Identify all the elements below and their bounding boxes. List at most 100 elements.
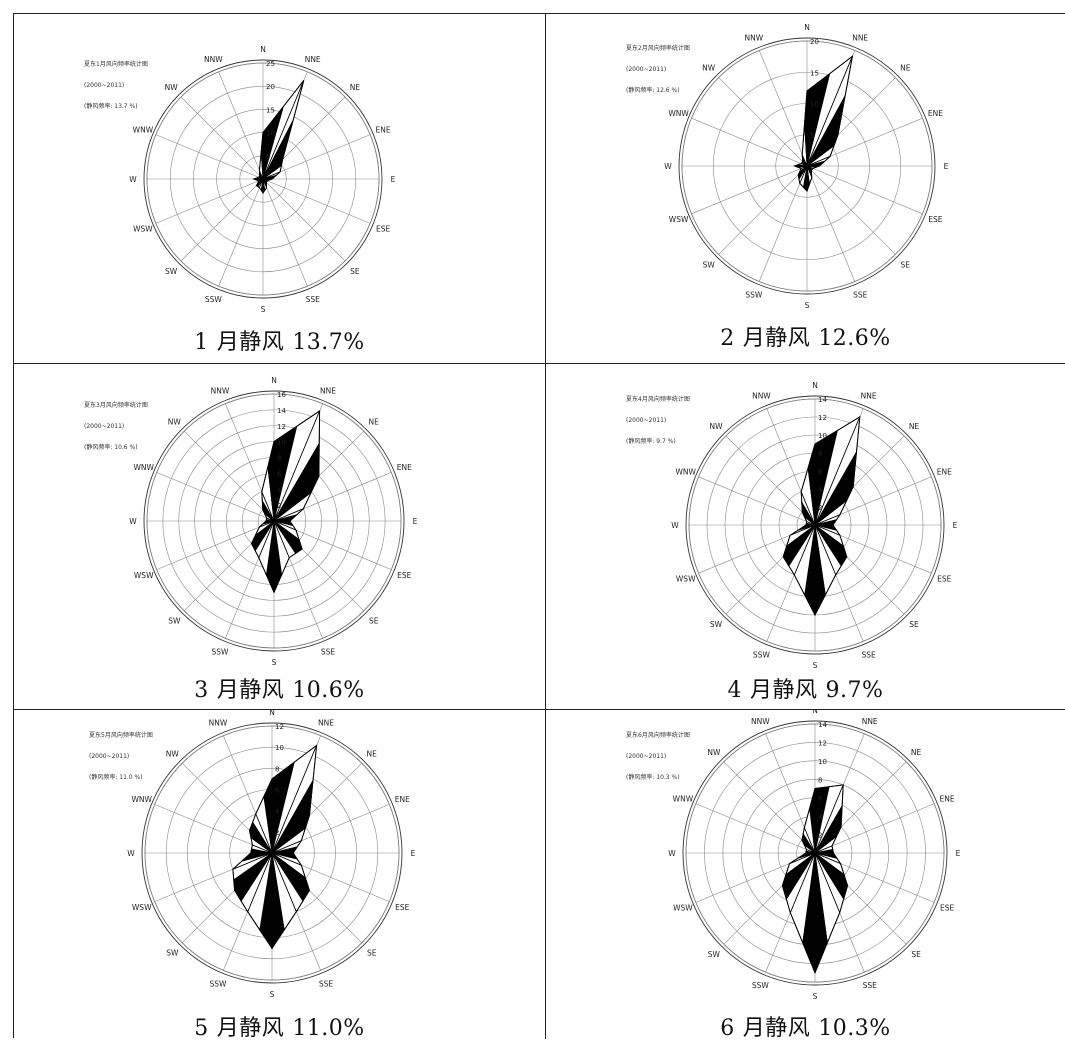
direction-label-nne: NNE	[320, 387, 336, 396]
rose-outline	[232, 744, 318, 950]
grid-spoke	[695, 803, 816, 854]
direction-label-sw: SW	[168, 617, 181, 626]
chart-calm: (静风频率: 12.6 %)	[626, 87, 680, 94]
radial-tick-label: 4	[818, 813, 823, 821]
direction-label-e: E	[956, 849, 961, 858]
wind-rose-feb: 20 15 10 5 N NNE NE ENE E ESE SE SSE S SSW SW WSW W WNW NW…	[664, 23, 948, 310]
chart-meta-feb: 夏东2月风向频率统计图 (2000~2011) (静风频率: 12.6 %)	[626, 31, 690, 108]
direction-label-nne: NNE	[862, 717, 878, 726]
chart-calm: (静风频率: 13.7 %)	[84, 103, 138, 110]
direction-label-w: W	[129, 175, 137, 184]
chart-title: 夏东3月风向频率统计图	[84, 402, 148, 409]
caption-month: 1	[194, 330, 209, 355]
direction-label-ese: ESE	[928, 215, 942, 224]
chart-cell-jun: 14 12 10 8 6 4 2 N NNE NE ENE E ESE SE SSE S SSW SW WSW W WN…	[546, 710, 1065, 1042]
direction-label-nnw: NNW	[204, 55, 223, 64]
grid-spoke	[691, 117, 808, 167]
direction-label-ssw: SSW	[205, 295, 223, 304]
chart-meta-apr: 夏东4月风向频率统计图 (2000~2011) (静风频率: 9.7 %)	[626, 382, 690, 459]
chart-calm: (静风频率: 11.0 %)	[89, 774, 143, 781]
direction-label-se: SE	[350, 267, 360, 276]
radial-tick-label: 6	[818, 468, 823, 476]
direction-label-wsw: WSW	[676, 575, 696, 584]
direction-label-sse: SSE	[306, 295, 321, 304]
direction-label-n: N	[804, 23, 810, 32]
radial-tick-label: 5	[810, 132, 814, 140]
radial-tick-label: 10	[277, 439, 286, 447]
chart-period: (2000~2011)	[84, 423, 125, 430]
chart-calm: (静风频率: 10.3 %)	[626, 774, 680, 781]
chart-period: (2000~2011)	[626, 753, 667, 760]
radial-tick-label: 6	[818, 795, 823, 803]
outer-ring	[143, 59, 383, 299]
radial-tick-label: 10	[810, 101, 819, 109]
radial-tick-label: 2	[275, 829, 279, 837]
direction-label-ene: ENE	[395, 795, 410, 804]
grid-spoke	[725, 435, 816, 526]
direction-label-nw: NW	[709, 422, 723, 431]
caption-text: 月静风	[742, 1016, 811, 1041]
direction-label-ene: ENE	[928, 109, 943, 118]
radial-tick-label: 2	[277, 502, 281, 510]
caption-apr: 4 月静风 9.7%	[546, 672, 1065, 704]
direction-label-wsw: WSW	[132, 903, 152, 912]
grid-spoke	[218, 178, 264, 287]
grid-spoke	[718, 165, 808, 255]
rose-outline	[782, 415, 861, 617]
direction-label-w: W	[664, 162, 672, 171]
wind-rose-jun: 14 12 10 8 6 4 2 N NNE NE ENE E ESE SE SSE S SSW SW WSW W WN…	[668, 710, 961, 1001]
grid-spoke	[723, 761, 816, 854]
direction-label-nw: NW	[168, 417, 182, 426]
direction-label-n: N	[271, 376, 277, 385]
grid-spoke	[262, 178, 308, 287]
caption-month: 4	[727, 678, 743, 703]
radial-tick-label: 12	[818, 739, 827, 747]
grid-spoke	[155, 134, 264, 180]
direction-label-ne: NE	[350, 83, 361, 92]
chart-period: (2000~2011)	[626, 66, 667, 73]
radial-tick-label: 6	[277, 470, 282, 478]
caption-value: 9.7%	[825, 678, 884, 703]
direction-label-wsw: WSW	[133, 225, 153, 234]
radial-tick-label: 12	[277, 423, 286, 431]
radial-tick-label: 8	[277, 455, 281, 463]
caption-mar: 3 月静风 10.6%	[14, 672, 545, 704]
chart-cell-mar: 16 14 12 10 8 6 4 2 N NNE NE ENE E ESE SE SSE S SSW SW WSW W…	[14, 364, 546, 710]
direction-label-wsw: WSW	[669, 215, 689, 224]
direction-label-wsw: WSW	[134, 571, 154, 580]
direction-label-n: N	[260, 45, 266, 54]
radial-tick-label: 2	[818, 832, 822, 840]
radial-tick-label: 10	[275, 744, 284, 752]
caption-jun: 6 月静风 10.3%	[546, 1010, 1065, 1042]
radial-tick-label: 20	[810, 38, 819, 46]
grid-spoke	[180, 178, 264, 262]
direction-label-e: E	[391, 175, 396, 184]
grid-spoke	[806, 165, 896, 255]
grid-spoke	[806, 165, 923, 215]
grid-spoke	[156, 472, 275, 522]
chart-calm: (静风频率: 9.7 %)	[626, 438, 676, 445]
direction-label-ne: NE	[909, 422, 920, 431]
direction-label-w: W	[671, 521, 679, 530]
radial-tick-label: 5	[266, 153, 270, 161]
chart-period: (2000~2011)	[84, 82, 125, 89]
direction-label-w: W	[127, 849, 135, 858]
direction-label-se: SE	[369, 617, 379, 626]
direction-label-e: E	[411, 849, 416, 858]
chart-title: 夏东4月风向频率统计图	[626, 396, 690, 403]
direction-label-ene: ENE	[397, 463, 412, 472]
direction-label-nne: NNE	[305, 55, 321, 64]
direction-label-e: E	[953, 521, 958, 530]
direction-label-wnw: WNW	[131, 795, 152, 804]
chart-title: 夏东5月风向频率统计图	[89, 732, 153, 739]
direction-label-ese: ESE	[940, 904, 954, 913]
chart-title: 夏东2月风向频率统计图	[626, 45, 690, 52]
direction-label-e: E	[413, 517, 418, 526]
direction-label-s: S	[813, 661, 818, 670]
radial-tick-label: 8	[275, 765, 279, 773]
radial-tick-label: 25	[266, 60, 275, 68]
chart-title: 夏东6月风向频率统计图	[626, 732, 690, 739]
caption-month: 5	[194, 1016, 209, 1041]
caption-jan: 1 月静风 13.7%	[14, 324, 545, 356]
radial-tick-label: 10	[266, 130, 275, 138]
